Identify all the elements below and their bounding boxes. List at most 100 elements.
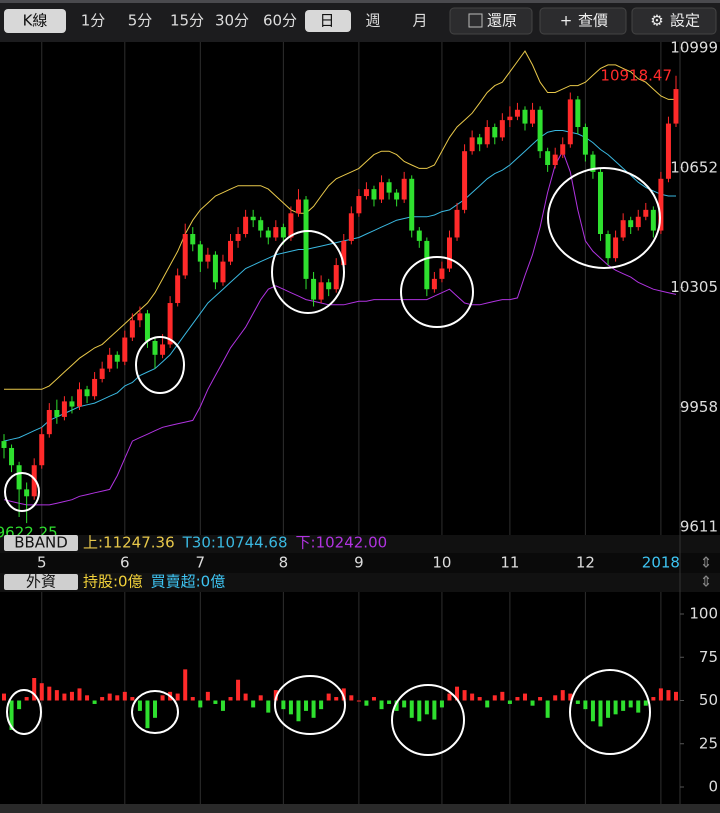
flow-bar xyxy=(334,697,339,701)
flow-bar xyxy=(69,691,74,701)
candle-body xyxy=(137,313,143,321)
month-label: 2018 xyxy=(642,554,680,572)
candle-body xyxy=(175,275,181,304)
candle-body xyxy=(582,127,588,155)
candle-body xyxy=(356,196,362,214)
flow-bar xyxy=(160,695,165,701)
flow-bar xyxy=(17,700,22,710)
band-line xyxy=(3,130,676,442)
flow-bar xyxy=(288,700,293,715)
candle-body xyxy=(129,320,135,338)
highlight-circle xyxy=(391,684,465,756)
flow-bar xyxy=(236,679,241,701)
flow-bar xyxy=(409,700,414,718)
legend-entry: 上:11247.36 xyxy=(83,534,175,552)
candle-body xyxy=(205,254,211,262)
period-tab[interactable]: 15分 xyxy=(170,12,204,30)
flow-bar xyxy=(560,690,565,701)
candle-body xyxy=(220,261,226,283)
flow-bar xyxy=(39,683,44,701)
candle-body xyxy=(318,282,324,300)
candle-body xyxy=(371,189,377,200)
candle-body xyxy=(84,389,90,397)
candle-body xyxy=(190,234,196,245)
scroll-icon[interactable]: ⇕ xyxy=(700,573,713,591)
candle-body xyxy=(288,213,294,238)
checkbox[interactable] xyxy=(468,13,483,28)
candle-body xyxy=(613,237,619,259)
candle-body xyxy=(107,354,113,369)
toolbar-button[interactable] xyxy=(539,7,627,35)
period-tab[interactable]: 週 xyxy=(365,12,380,30)
flow-bar xyxy=(137,700,142,711)
settings-label[interactable]: 設定 xyxy=(670,12,700,30)
flow-bar xyxy=(175,693,180,701)
flow-bar xyxy=(349,695,354,701)
flow-bar xyxy=(243,693,248,701)
candle-body xyxy=(484,127,490,145)
month-label: 9 xyxy=(354,554,364,572)
flow-bar xyxy=(477,697,482,701)
period-tab[interactable]: 1分 xyxy=(81,12,106,30)
candle-body xyxy=(673,89,679,124)
candle-body xyxy=(295,199,301,214)
quote-label[interactable]: 查價 xyxy=(578,12,608,30)
candle-body xyxy=(182,234,188,276)
period-selected[interactable] xyxy=(305,10,351,32)
candle-body xyxy=(144,313,150,341)
period-tab[interactable]: 月 xyxy=(412,12,427,30)
candle-body xyxy=(394,192,400,200)
flow-bar xyxy=(439,700,444,708)
candle-body xyxy=(363,189,369,197)
indicator-button[interactable] xyxy=(4,535,78,551)
flow-bar xyxy=(326,693,331,701)
candle-body xyxy=(462,151,468,210)
candle-body xyxy=(31,465,37,497)
candle-body xyxy=(228,240,234,262)
legend-entry: 買賣超:0億 xyxy=(151,573,226,591)
highlight-circle xyxy=(271,230,345,314)
flow-bar xyxy=(666,690,671,701)
highlight-circle xyxy=(274,675,346,735)
indicator-name[interactable]: 外資 xyxy=(26,573,56,591)
period-tab[interactable]: 日 xyxy=(319,12,334,30)
candle-body xyxy=(99,368,105,379)
flow-bar xyxy=(107,693,112,701)
indicator-button[interactable] xyxy=(4,574,78,590)
candle-body xyxy=(530,109,536,124)
period-tab[interactable]: 60分 xyxy=(263,12,297,30)
flow-bar xyxy=(2,693,6,701)
restore-label[interactable]: 還原 xyxy=(487,12,517,30)
candle-body xyxy=(424,240,430,290)
candle-body xyxy=(273,227,279,238)
highlight-circle xyxy=(6,689,42,735)
plus-icon[interactable]: + xyxy=(560,12,573,30)
candle-body xyxy=(567,99,573,145)
flow-bar xyxy=(636,700,641,713)
k-line-button[interactable] xyxy=(4,9,66,33)
y-tick-label: 10652 xyxy=(670,158,718,176)
k-line-label[interactable]: K線 xyxy=(23,12,48,30)
gear-icon[interactable]: ⚙ xyxy=(650,12,663,30)
period-tab[interactable]: 30分 xyxy=(215,12,249,30)
highlight-circle xyxy=(135,336,185,394)
flow-bar xyxy=(319,700,324,710)
candle-body xyxy=(9,447,15,466)
scroll-icon[interactable]: ⇕ xyxy=(700,554,713,572)
flow-bar xyxy=(394,700,399,711)
candle-body xyxy=(439,268,445,279)
y-tick-label: 50 xyxy=(699,691,718,709)
flow-bar xyxy=(183,669,188,701)
candle-body xyxy=(92,378,98,397)
y-tick-label: 25 xyxy=(699,734,718,752)
flow-bar xyxy=(545,700,550,718)
period-tab[interactable]: 5分 xyxy=(128,12,153,30)
flow-bar xyxy=(47,686,52,701)
candle-body xyxy=(620,220,626,238)
toolbar-button[interactable] xyxy=(631,7,717,35)
indicator-name[interactable]: BBAND xyxy=(14,534,68,552)
flow-bar xyxy=(424,700,429,715)
flow-bar xyxy=(190,697,195,701)
candle-body xyxy=(69,401,75,407)
